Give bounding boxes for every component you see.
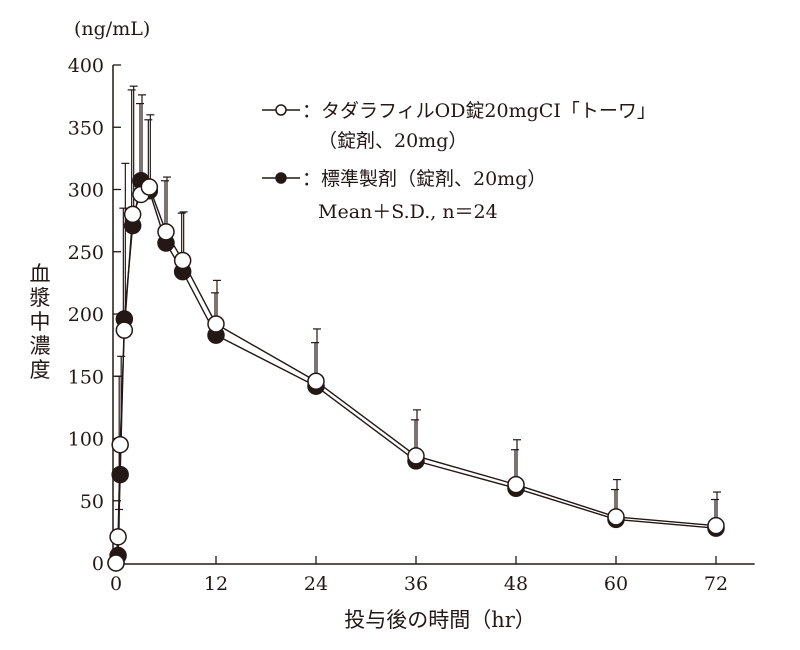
- x-tick-label: 48: [504, 573, 528, 595]
- test-data-point: [111, 435, 129, 454]
- test-series-line: [115, 185, 717, 564]
- legend-note: Mean＋S.D., n＝24: [318, 201, 498, 223]
- x-tick-label: 0: [110, 573, 122, 595]
- x-tick-label: 24: [304, 573, 328, 595]
- test-data-point: [115, 321, 134, 339]
- test-data-point: [707, 516, 725, 535]
- legend-ref-marker: [275, 172, 287, 184]
- test-data-point: [607, 508, 625, 526]
- legend-test-label-2: （錠剤、20mg）: [318, 130, 467, 152]
- axes: 0 50 100 150 200 250 300 350 400 0 12 24 36 48 60 72: [68, 55, 755, 595]
- x-tick-label: 72: [704, 573, 728, 595]
- y-tick-label: 200: [68, 304, 104, 326]
- legend-ref-label: ：標準製剤（錠剤、20mg）: [302, 168, 546, 190]
- x-tick-label: 36: [404, 573, 428, 595]
- test-data-point: [157, 223, 175, 241]
- test-data-point: [173, 251, 192, 270]
- test-data-point: [307, 372, 325, 390]
- y-axis-label: 血漿中濃度: [29, 262, 51, 382]
- test-data-point: [507, 475, 525, 494]
- test-data-point: [109, 528, 127, 546]
- legend-test-label: ：タダラフィルOD錠20mgCI「トーワ」: [302, 100, 656, 122]
- test-data-point: [107, 554, 125, 572]
- legend: ：タダラフィルOD錠20mgCI「トーワ」 （錠剤、20mg） ：標準製剤（錠剤…: [262, 100, 656, 223]
- x-axis-label: 投与後の時間（hr）: [344, 608, 536, 632]
- legend-test-marker: [275, 104, 287, 116]
- y-tick-label: 50: [80, 491, 104, 513]
- y-tick-label: 400: [68, 55, 104, 77]
- y-unit-label: (ng/mL): [74, 18, 151, 40]
- reference-data-point: [111, 465, 129, 484]
- test-data-point: [207, 315, 225, 333]
- x-tick-label: 12: [204, 573, 228, 595]
- y-tick-label: 300: [68, 180, 104, 202]
- y-tick-label: 150: [68, 366, 104, 388]
- test-data-point: [140, 178, 159, 196]
- x-tick-label: 60: [604, 573, 628, 595]
- reference-series-line: [115, 179, 717, 564]
- series-layer: [107, 85, 725, 572]
- y-tick-label: 250: [68, 242, 104, 264]
- y-tick-label: 350: [68, 117, 104, 139]
- y-tick-label: 0: [92, 553, 104, 575]
- test-data-point: [123, 205, 142, 224]
- test-data-point: [407, 447, 425, 465]
- y-tick-label: 100: [68, 429, 104, 451]
